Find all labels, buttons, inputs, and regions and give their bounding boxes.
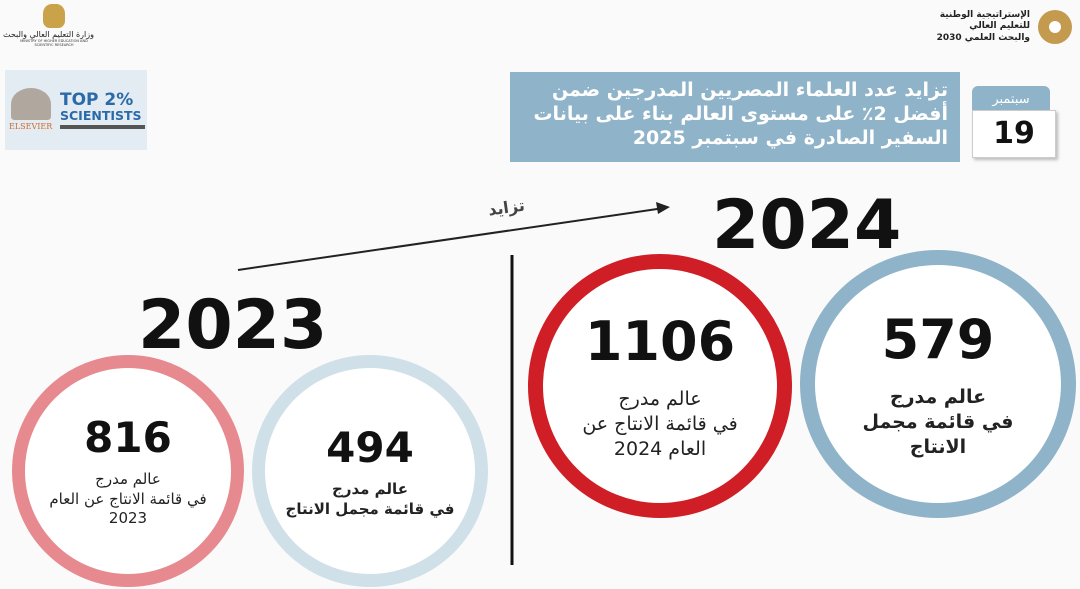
headline-box: تزايد عدد العلماء المصريين المدرجين ضمن … (510, 72, 960, 162)
badge-underline (60, 125, 145, 129)
elsevier-tree-icon (11, 88, 51, 120)
headline-text: تزايد عدد العلماء المصريين المدرجين ضمن … (533, 79, 948, 150)
label-line: في قائمة الانتاج عن العام (49, 489, 207, 508)
ministry-name-en: MINISTRY OF HIGHER EDUCATION AND SCIENTI… (20, 39, 88, 48)
badge-line2: SCIENTISTS (60, 108, 142, 123)
calendar-icon: سبتمبر 19 (972, 80, 1060, 160)
strategy-title: الإستراتيجية الوطنية للتعليم العالي والب… (937, 10, 1030, 44)
year-2023-heading: 2023 (138, 286, 328, 365)
count-2024-annual: 1106 (584, 310, 736, 374)
top-scientists-badge: ELSEVIER TOP 2% SCIENTISTS (5, 70, 147, 150)
label-line: عالم مدرج (95, 470, 161, 489)
calendar-month: سبتمبر (972, 86, 1050, 112)
label-line: في قائمة مجمل (862, 411, 1014, 434)
label-2024-total: عالم مدرج في قائمة مجمل الانتاج (862, 385, 1013, 459)
year-2024-heading: 2024 (712, 186, 902, 265)
strategy-logo: الإستراتيجية الوطنية للتعليم العالي والب… (937, 10, 1072, 44)
count-2024-total: 579 (881, 308, 995, 372)
circle-2024-total: 579 عالم مدرج في قائمة مجمل الانتاج (800, 250, 1076, 518)
badge-line1: TOP 2% (60, 90, 134, 110)
label-line: عالم مدرج (332, 480, 408, 498)
publisher-name: ELSEVIER (9, 122, 53, 131)
arrow-line (237, 207, 665, 271)
label-line: العام 2024 (613, 437, 707, 460)
calendar-day: 19 (972, 110, 1056, 158)
circle-2023-total: 494 عالم مدرج في قائمة مجمل الانتاج (252, 355, 488, 587)
label-2023-annual: عالم مدرج في قائمة الانتاج عن العام 2023 (49, 470, 206, 529)
label-line: عالم مدرج (889, 386, 987, 409)
circle-2023-annual: 816 عالم مدرج في قائمة الانتاج عن العام … (12, 355, 244, 587)
count-2023-annual: 816 (84, 413, 172, 463)
arrow-head-icon (656, 202, 670, 214)
ministry-logo: وزارة التعليم العالي والبحث العلمي MINIS… (0, 4, 94, 48)
circle-2024-annual: 1106 عالم مدرج في قائمة الانتاج عن العام… (528, 254, 792, 518)
label-line: في قائمة مجمل الانتاج (285, 499, 455, 518)
label-line: عالم مدرج (618, 388, 702, 411)
label-2024-annual: عالم مدرج في قائمة الانتاج عن العام 2024 (582, 387, 737, 461)
ministry-name-ar: وزارة التعليم العالي والبحث العلمي (0, 30, 94, 39)
strategy-title-line: الإستراتيجية الوطنية (939, 10, 1030, 21)
label-line: 2023 (108, 509, 148, 528)
strategy-title-line: للتعليم العالي (969, 21, 1030, 32)
count-2023-total: 494 (326, 423, 414, 472)
label-line: في قائمة الانتاج عن (582, 413, 738, 436)
star-emblem-icon (1038, 10, 1072, 44)
eagle-emblem-icon (43, 4, 65, 28)
label-2023-total: عالم مدرج في قائمة مجمل الانتاج (286, 480, 455, 519)
label-line: الانتاج (909, 435, 967, 458)
strategy-title-line: والبحث العلمي 2030 (936, 32, 1030, 43)
